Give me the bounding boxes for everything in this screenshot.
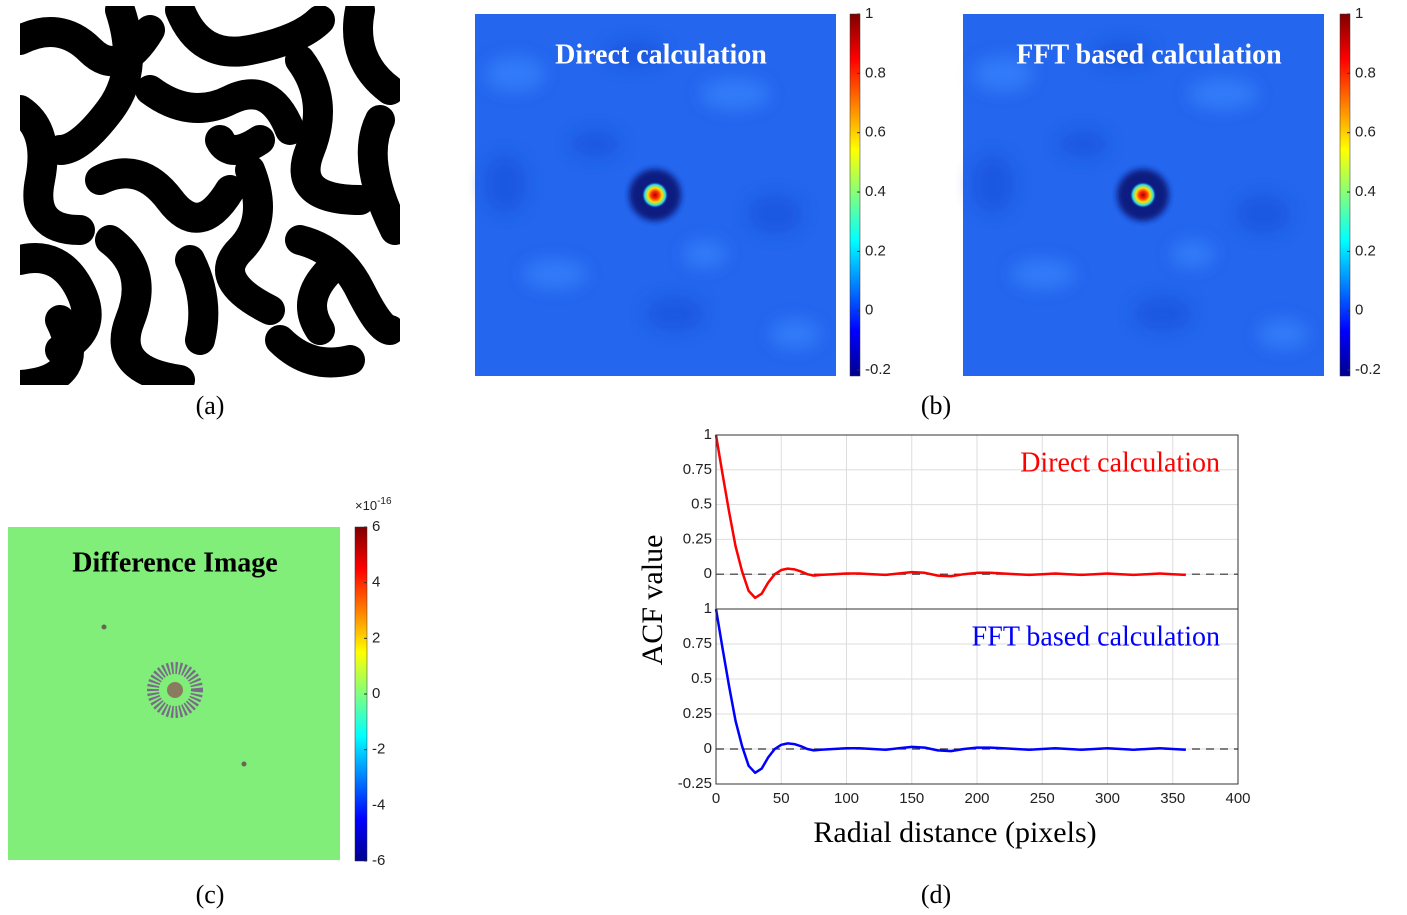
colorbar [1339,13,1351,377]
y-tick-label: 0 [704,565,712,582]
image-title: Difference Image [72,547,278,578]
colorbar-tick-label: 0.2 [1355,242,1376,259]
colorbar-tick-label: 1 [1355,5,1363,22]
x-tick-label: 50 [773,790,790,807]
colorbar-tick-label: 0.4 [1355,183,1376,200]
x-tick-label: 0 [712,790,720,807]
colorbar-tick-label: 0 [865,302,873,319]
panel-label: (d) [921,880,951,909]
y-tick-label: 0 [704,740,712,757]
colorbar-tick-label: 6 [372,518,380,535]
panel-label: (b) [921,391,951,420]
colorbar-tick-label: 0.8 [1355,64,1376,81]
colorbar-scale: ×10-16 [355,496,392,513]
y-tick-label: 0.75 [683,635,712,652]
difference-image [8,527,340,860]
y-tick-label: 1 [704,426,712,443]
colorbar-tick-label: -0.2 [1355,361,1381,378]
panel-label: (c) [196,880,225,909]
x-tick-label: 200 [964,790,989,807]
colorbar-tick-label: -4 [372,796,385,813]
plot-title: FFT based calculation [972,621,1220,652]
heatmap-title: Direct calculation [555,39,767,70]
plot-title: Direct calculation [1020,447,1220,478]
y-tick-label: 0.75 [683,461,712,478]
scale-exponent: -16 [377,496,392,507]
colorbar-tick-label: 0.6 [1355,124,1376,141]
y-tick-label: 0.5 [691,496,712,513]
x-tick-label: 300 [1095,790,1120,807]
y-axis-label: ACF value [636,535,669,666]
plot-frame [715,608,1239,785]
y-tick-label: -0.25 [678,775,712,792]
x-tick-label: 100 [834,790,859,807]
colorbar-tick-label: 0.4 [865,183,886,200]
colorbar-tick-label: -6 [372,852,385,869]
y-tick-label: 0.25 [683,530,712,547]
x-tick-label: 350 [1160,790,1185,807]
colorbar-tick-label: 0.8 [865,64,886,81]
colorbar-tick-label: 2 [372,629,380,646]
x-axis-label: Radial distance (pixels) [813,816,1096,849]
y-tick-label: 0.25 [683,705,712,722]
heatmap-title: FFT based calculation [1016,39,1282,70]
colorbar-tick-label: -2 [372,741,385,758]
colorbar-tick-label: -0.2 [865,361,891,378]
colorbar [849,13,861,377]
scale-base: ×10 [355,498,377,513]
acf-line [714,434,1186,600]
x-tick-label: 400 [1225,790,1250,807]
colorbar-tick-label: 0 [1355,302,1363,319]
colorbar-tick-label: 1 [865,5,873,22]
colorbar-tick-label: 0.2 [865,242,886,259]
colorbar-tick-label: 4 [372,574,380,591]
x-tick-label: 150 [899,790,924,807]
y-tick-label: 0.5 [691,670,712,687]
acf-line [714,608,1186,775]
x-tick-label: 250 [1030,790,1055,807]
colorbar-tick-label: 0.6 [865,124,886,141]
panel-label: (a) [196,391,225,420]
colorbar-tick-label: 0 [372,685,380,702]
panel-a-image [20,6,400,385]
y-tick-label: 1 [704,600,712,617]
